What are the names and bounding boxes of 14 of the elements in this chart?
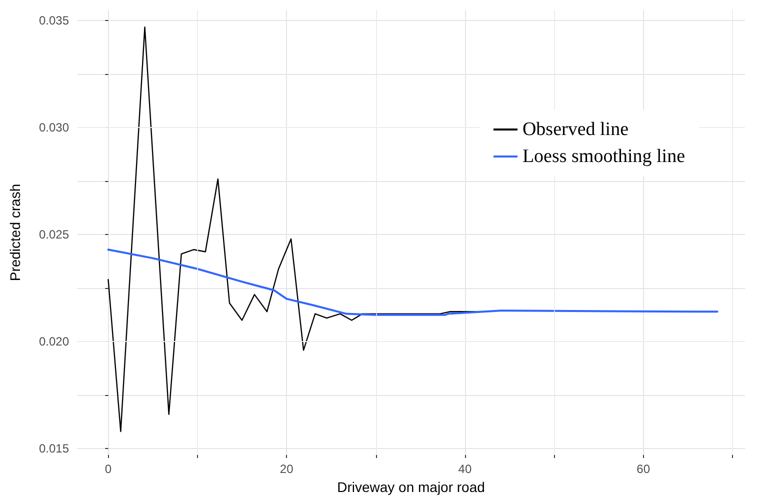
- y-tick-label: 0.030: [38, 120, 70, 135]
- legend-label: Observed line: [522, 119, 629, 140]
- y-axis-title: Predicted crash: [7, 184, 23, 282]
- y-tick-label: 0.020: [38, 334, 70, 349]
- line-series: [107, 248, 718, 316]
- legend-label: Loess smoothing line: [522, 146, 686, 167]
- x-tick-label: 0: [104, 462, 112, 476]
- x-tick-label: 20: [280, 462, 294, 476]
- y-tick-label: 0.025: [38, 228, 70, 242]
- x-tick-label: 40: [458, 462, 472, 476]
- x-tick-label: 60: [636, 462, 650, 476]
- y-tick-label: 0.035: [38, 14, 70, 28]
- y-tick-label: 0.015: [38, 442, 70, 456]
- x-axis-title: Driveway on major road: [337, 478, 485, 495]
